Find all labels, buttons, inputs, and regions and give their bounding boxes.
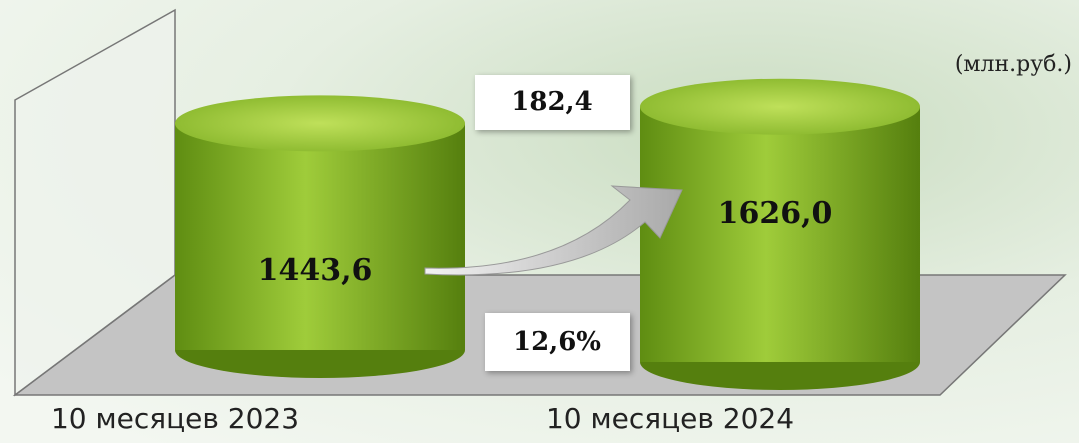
annotation: 182,4 <box>511 87 592 117</box>
chart: 1443,6 1626,0 182,4 12,6% (млн.руб.) 10 м… <box>0 0 1079 443</box>
value-label: 1443,6 <box>258 253 373 288</box>
cylinder-top <box>640 79 920 135</box>
unit-label: (млн.руб.) <box>955 52 1072 77</box>
x-tick-label: 10 месяцев 2023 <box>51 402 299 435</box>
bar <box>175 123 465 350</box>
value-label: 1626,0 <box>718 196 833 231</box>
bar <box>640 107 920 362</box>
annotation: 12,6% <box>513 327 601 357</box>
x-tick-label: 10 месяцев 2024 <box>546 402 794 435</box>
cylinder-top <box>175 95 465 151</box>
